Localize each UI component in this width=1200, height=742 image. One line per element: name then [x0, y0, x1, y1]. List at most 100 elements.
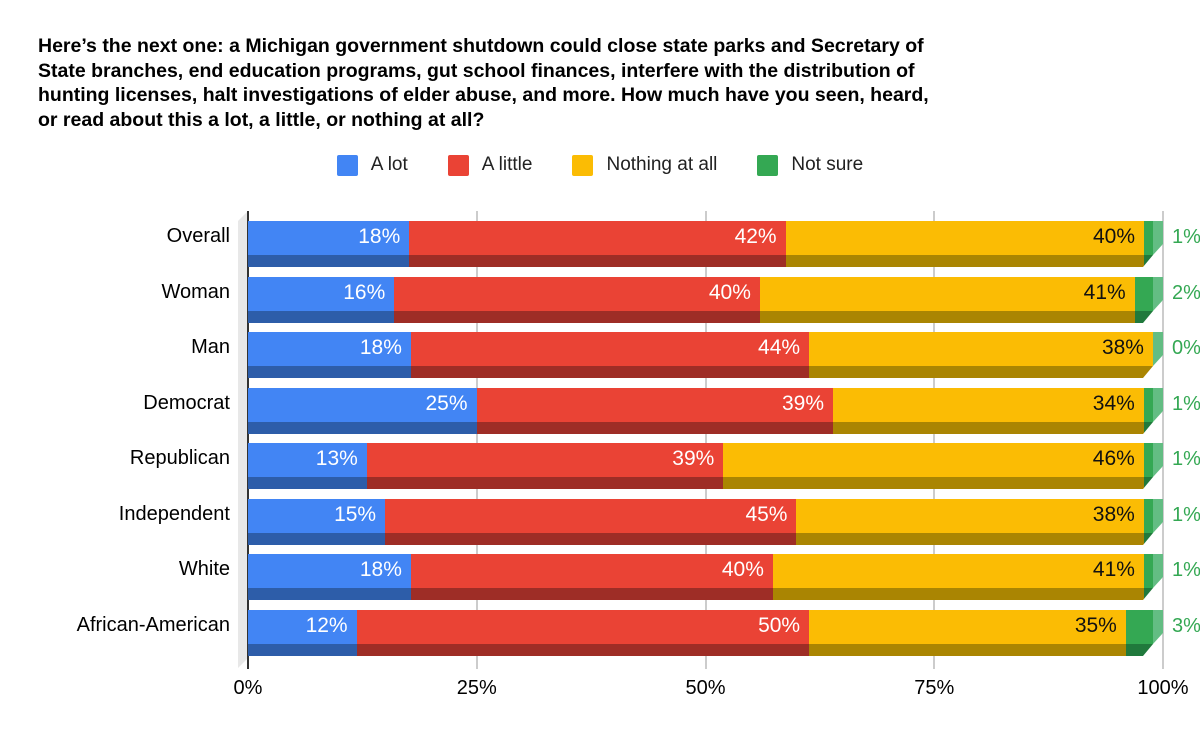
legend-item-a-little: A little: [447, 154, 533, 176]
bar-segment-not-sure: [1125, 610, 1153, 644]
legend-label: Nothing at all: [606, 154, 718, 175]
category-label: White: [178, 558, 230, 580]
bar-3d-bottom-segment-a-lot: [248, 255, 409, 267]
bar-segment-a-little: 44%: [410, 332, 810, 366]
bar-3d-endcap: [1153, 332, 1163, 366]
category-label: Woman: [161, 281, 230, 303]
bar-3d-bottom: [238, 477, 1153, 489]
bar-segment-nothing-at-all: 41%: [759, 277, 1135, 311]
not-sure-value-label: 1%: [1172, 559, 1200, 581]
bar-value-label-nothing-at-all: 38%: [1092, 503, 1135, 526]
bar-3d-bottom-segment-nothing-at-all: [809, 644, 1126, 656]
bar-segment-nothing-at-all: 40%: [785, 221, 1145, 255]
bar-value-label-a-little: 40%: [721, 558, 764, 581]
category-label: African-American: [76, 614, 230, 636]
gridline-25%: [475, 211, 478, 669]
bar-3d-bottom-segment-a-lot: [248, 366, 411, 378]
bar-3d-bottom-segment-a-lot: [248, 477, 367, 489]
bar-value-label-a-little: 39%: [672, 447, 715, 470]
legend-item-not-sure: Not sure: [757, 154, 863, 176]
bar-row-democrat: Democrat 25% 39% 34% 1%: [0, 388, 1200, 436]
bar-face: 18% 42% 40%: [248, 221, 1153, 255]
bar-segment-a-little: 50%: [356, 610, 810, 644]
bar-3d-bottom-segment-a-lot: [248, 422, 477, 434]
bar-3d-bottom: [238, 255, 1153, 267]
bar-value-label-a-little: 40%: [708, 281, 751, 304]
bar-segment-nothing-at-all: 46%: [723, 443, 1144, 477]
legend-item-a-lot: A lot: [336, 154, 408, 176]
bar-3d-bottom-segment-a-little: [409, 255, 785, 267]
bar-segment-not-sure: [1144, 221, 1153, 255]
x-tick-label-50%: 50%: [685, 677, 726, 699]
bar-3d-bottom-segments: [248, 422, 1153, 434]
bar-value-label-nothing-at-all: 41%: [1083, 281, 1126, 304]
bar-3d-bottom-segments: [248, 255, 1153, 267]
bar-segment-nothing-at-all: 38%: [796, 499, 1144, 533]
bar-value-label-a-little: 45%: [745, 503, 788, 526]
not-sure-value-label: 1%: [1172, 226, 1200, 248]
bar-face: 15% 45% 38%: [248, 499, 1153, 533]
legend-label: A little: [481, 154, 533, 175]
bar-value-label-a-little: 39%: [782, 392, 825, 415]
bar-segment-not-sure: [1143, 499, 1153, 533]
bar-row-republican: Republican 13% 39% 46% 1%: [0, 443, 1200, 491]
legend-label: A lot: [370, 154, 408, 175]
axis-wall-3d: [238, 211, 248, 668]
bar-3d-bottom-segments: [248, 366, 1153, 378]
bar-segment-a-lot: 25%: [248, 388, 477, 422]
bar-3d-bottom-segment-not-sure: [1135, 311, 1153, 323]
bar-value-label-nothing-at-all: 34%: [1092, 392, 1135, 415]
bar-segment-a-little: 40%: [394, 277, 760, 311]
bar-3d-bottom-segment-a-little: [357, 644, 810, 656]
bar-3d-bottom-segment-not-sure: [1144, 588, 1153, 600]
gridline-50%: [704, 211, 707, 669]
bar-3d-bottom-segment-a-little: [394, 311, 760, 323]
bar-3d-bottom: [238, 366, 1153, 378]
chart-title-line: or read about this a lot, a little, or n…: [38, 108, 485, 131]
bar-3d-bottom: [238, 311, 1153, 323]
bar-row-independent: Independent 15% 45% 38% 1%: [0, 499, 1200, 547]
bar-segment-a-little: 42%: [409, 221, 786, 255]
bar-segment-a-lot: 18%: [248, 554, 411, 588]
bar-value-label-nothing-at-all: 40%: [1092, 225, 1136, 248]
bar-value-label-a-little: 44%: [758, 336, 801, 359]
bar-row-white: White 18% 40% 41% 1%: [0, 554, 1200, 602]
bar-3d-bottom-segment-not-sure: [1144, 255, 1153, 267]
x-tick-label-100%: 100%: [1137, 677, 1189, 699]
gridline-100%: [1162, 211, 1164, 669]
bar-3d-bottom: [238, 422, 1153, 434]
bar-face: 18% 40% 41%: [248, 554, 1153, 588]
bar-value-label-a-lot: 18%: [358, 225, 401, 248]
bar-face: 25% 39% 34%: [248, 388, 1153, 422]
bar-segment-not-sure: [1134, 277, 1153, 311]
bar-3d-bottom-segment-a-little: [385, 533, 796, 545]
bar-segment-a-little: 45%: [385, 499, 797, 533]
bar-3d-endcap: [1153, 554, 1163, 588]
category-label: Independent: [118, 503, 230, 525]
bar-3d-endcap: [1153, 388, 1163, 422]
bar-segment-a-little: 40%: [410, 554, 773, 588]
bar-3d-bottom-segment-nothing-at-all: [760, 311, 1135, 323]
legend: A lot A little Nothing at all Not sure: [0, 154, 1200, 176]
x-tick-label-75%: 75%: [914, 677, 955, 699]
category-label: Democrat: [143, 392, 230, 414]
bar-3d-bottom-segments: [248, 533, 1153, 545]
bar-value-label-a-lot: 16%: [343, 281, 386, 304]
bar-3d-bottom-segment-a-little: [411, 366, 809, 378]
bar-3d-bottom-segment-nothing-at-all: [833, 422, 1144, 434]
bar-segment-a-lot: 13%: [248, 443, 367, 477]
bar-3d-bottom-segment-nothing-at-all: [773, 588, 1144, 600]
bar-3d-bottom-segment-nothing-at-all: [723, 477, 1144, 489]
bar-value-label-a-little: 42%: [734, 225, 777, 248]
bar-3d-endcap: [1153, 443, 1163, 477]
bar-segment-a-lot: 18%: [248, 332, 411, 366]
bar-face: 13% 39% 46%: [248, 443, 1153, 477]
bar-face: 16% 40% 41%: [248, 277, 1153, 311]
x-tick-label-25%: 25%: [456, 677, 497, 699]
bar-segment-not-sure: [1143, 443, 1153, 477]
bar-3d-bottom-segment-a-lot: [248, 311, 394, 323]
legend-swatch-icon: [336, 154, 358, 176]
bar-3d-bottom-segment-nothing-at-all: [786, 255, 1144, 267]
bar-3d-bottom-segment-a-little: [411, 588, 773, 600]
